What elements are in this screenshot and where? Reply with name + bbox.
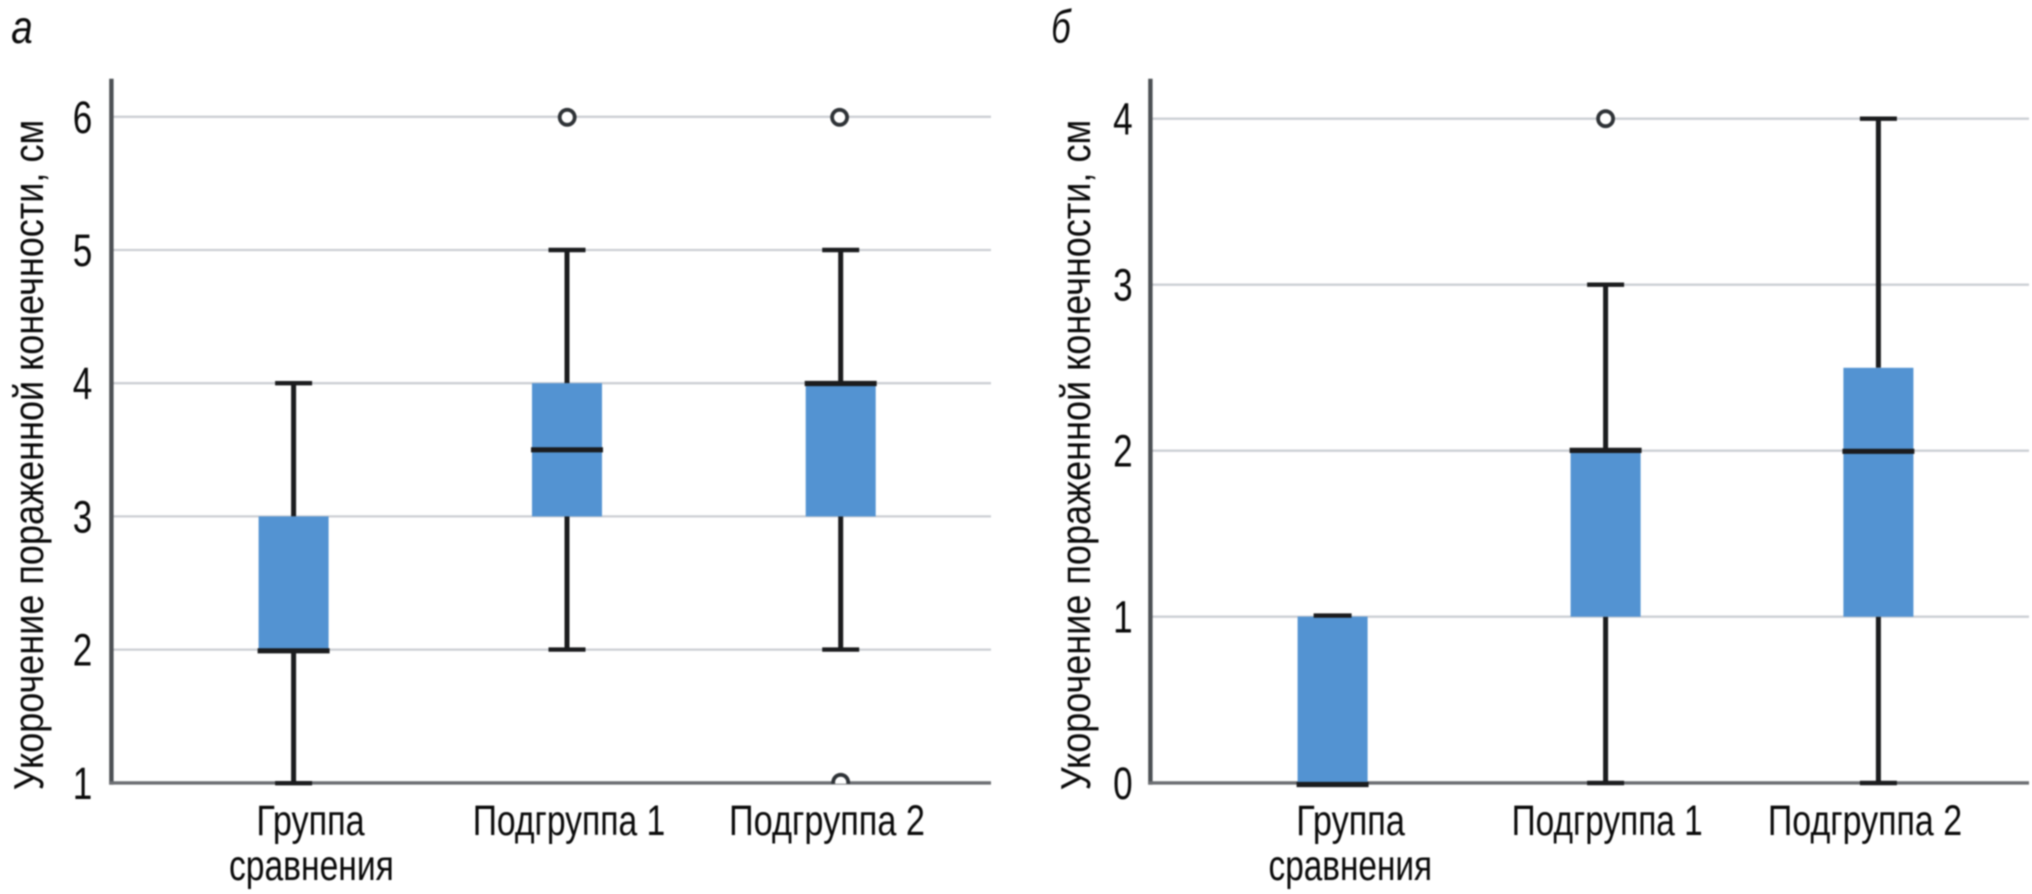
svg-text:Подгруппа 2: Подгруппа 2 (1768, 797, 1962, 845)
svg-text:2: 2 (73, 624, 93, 675)
svg-text:6: 6 (73, 92, 93, 143)
svg-text:Укорочение пораженной конечнос: Укорочение пораженной конечности, см (1054, 120, 1100, 790)
svg-text:Подгруппа 1: Подгруппа 1 (1512, 797, 1703, 845)
svg-text:Группа: Группа (256, 797, 365, 845)
svg-text:3: 3 (1113, 259, 1133, 310)
svg-text:сравнения: сравнения (1269, 842, 1433, 890)
svg-text:0: 0 (1113, 758, 1133, 809)
svg-text:а: а (11, 2, 32, 53)
svg-text:Группа: Группа (1296, 797, 1405, 845)
svg-text:Укорочение пораженной конечнос: Укорочение пораженной конечности, см (7, 120, 53, 790)
svg-text:сравнения: сравнения (229, 842, 394, 890)
svg-text:3: 3 (73, 491, 93, 542)
svg-text:4: 4 (1113, 93, 1133, 144)
svg-text:4: 4 (73, 358, 93, 409)
svg-text:2: 2 (1113, 425, 1133, 476)
svg-text:5: 5 (73, 225, 93, 276)
svg-text:1: 1 (73, 758, 93, 809)
svg-text:1: 1 (1113, 591, 1133, 642)
svg-text:Подгруппа 2: Подгруппа 2 (729, 797, 925, 845)
svg-text:б: б (1051, 1, 1072, 53)
svg-text:Подгруппа 1: Подгруппа 1 (473, 797, 666, 845)
